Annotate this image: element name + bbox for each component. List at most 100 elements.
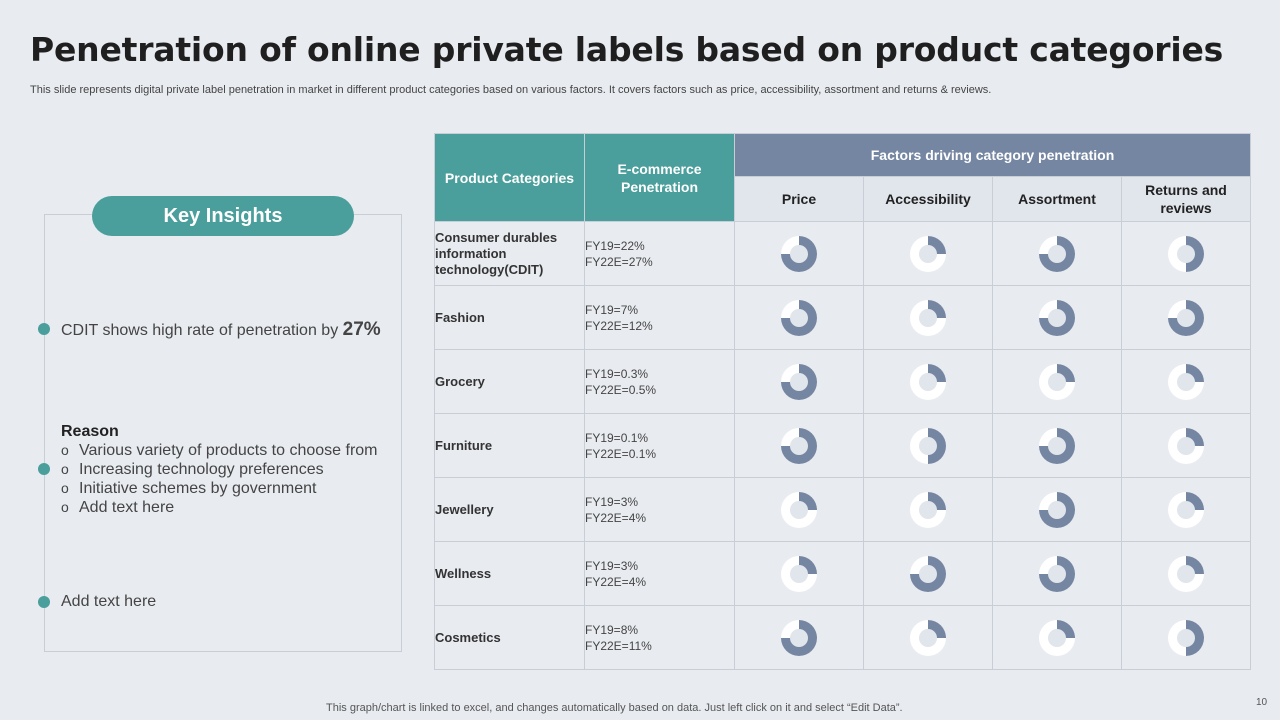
fy19-value: FY19=22% (585, 238, 645, 253)
page-number: 10 (1256, 697, 1268, 708)
penetration-cell: FY19=8% FY22E=11% (584, 605, 735, 670)
category-cell: Wellness (434, 541, 585, 606)
factor-rating-cell (863, 605, 993, 670)
bullet-dot-icon (38, 323, 50, 335)
header-price: Price (734, 176, 864, 222)
reason-item-text: Add text here (79, 499, 175, 516)
harvey-ball-icon (1039, 427, 1075, 464)
harvey-ball-icon (1039, 299, 1075, 336)
table-row: Grocery FY19=0.3% FY22E=0.5% (434, 349, 1251, 414)
fy19-value: FY19=3% (585, 494, 639, 509)
factor-rating-cell (863, 349, 993, 414)
harvey-ball-icon (781, 555, 817, 592)
harvey-ball-icon (1039, 491, 1075, 528)
donut-center (1177, 564, 1195, 583)
footer-note: This graph/chart is linked to excel, and… (326, 702, 903, 714)
harvey-ball-icon (781, 491, 817, 528)
donut-center (1048, 564, 1066, 583)
category-cell: Consumer durables information technology… (434, 221, 585, 286)
reason-item: o Add text here (61, 498, 378, 517)
factor-rating-cell (992, 413, 1122, 478)
penetration-cell: FY19=0.1% FY22E=0.1% (584, 413, 735, 478)
insights-heading: Key Insights (92, 196, 354, 236)
donut-center (919, 628, 937, 647)
header-assortment: Assortment (992, 176, 1122, 222)
factor-rating-cell (992, 477, 1122, 542)
factor-rating-cell (734, 605, 864, 670)
harvey-ball-icon (1168, 299, 1204, 336)
factor-rating-cell (992, 349, 1122, 414)
harvey-ball-icon (1039, 363, 1075, 400)
harvey-ball-icon (1168, 555, 1204, 592)
factor-rating-cell (1121, 413, 1251, 478)
harvey-ball-icon (1168, 235, 1204, 272)
factor-rating-cell (734, 221, 864, 286)
harvey-ball-icon (781, 299, 817, 336)
harvey-ball-icon (781, 363, 817, 400)
category-cell: Furniture (434, 413, 585, 478)
donut-center (790, 308, 808, 327)
harvey-ball-icon (910, 491, 946, 528)
category-cell: Fashion (434, 285, 585, 350)
harvey-ball-icon (910, 235, 946, 272)
insight-point-1-value: 27% (342, 319, 381, 340)
fy19-value: FY19=3% (585, 558, 639, 573)
donut-center (1048, 308, 1066, 327)
donut-center (919, 308, 937, 327)
fy22-value: FY22E=4% (585, 510, 647, 525)
category-cell: Jewellery (434, 477, 585, 542)
penetration-table: Product Categories E-commerce Penetratio… (434, 133, 1251, 670)
harvey-ball-icon (1039, 235, 1075, 272)
donut-center (919, 564, 937, 583)
fy22-value: FY22E=12% (585, 318, 653, 333)
harvey-ball-icon (910, 363, 946, 400)
factor-rating-cell (863, 221, 993, 286)
harvey-ball-icon (781, 427, 817, 464)
factor-rating-cell (1121, 285, 1251, 350)
circle-bullet-icon: o (61, 461, 69, 477)
insight-point-1-text: CDIT shows high rate of penetration by (61, 322, 343, 339)
harvey-ball-icon (781, 235, 817, 272)
harvey-ball-icon (1168, 619, 1204, 656)
table-row: Cosmetics FY19=8% FY22E=11% (434, 605, 1251, 670)
donut-center (1048, 500, 1066, 519)
donut-center (790, 500, 808, 519)
page-subtitle: This slide represents digital private la… (30, 84, 992, 96)
fy19-value: FY19=0.1% (585, 430, 649, 445)
donut-center (790, 244, 808, 263)
table-row: Fashion FY19=7% FY22E=12% (434, 285, 1251, 350)
donut-center (1177, 436, 1195, 455)
factor-rating-cell (992, 541, 1122, 606)
penetration-cell: FY19=7% FY22E=12% (584, 285, 735, 350)
table-row: Furniture FY19=0.1% FY22E=0.1% (434, 413, 1251, 478)
header-ecommerce-penetration: E-commerce Penetration (584, 133, 735, 222)
harvey-ball-icon (910, 555, 946, 592)
factor-rating-cell (863, 541, 993, 606)
donut-center (1048, 436, 1066, 455)
table-row: Consumer durables information technology… (434, 221, 1251, 286)
header-product-categories: Product Categories (434, 133, 585, 222)
donut-center (1177, 628, 1195, 647)
header-factors: Factors driving category penetration (734, 133, 1251, 177)
penetration-cell: FY19=22% FY22E=27% (584, 221, 735, 286)
factor-rating-cell (734, 413, 864, 478)
harvey-ball-icon (910, 299, 946, 336)
fy19-value: FY19=0.3% (585, 366, 649, 381)
factor-rating-cell (1121, 221, 1251, 286)
reason-item-text: Increasing technology preferences (79, 461, 324, 478)
reason-title: Reason (61, 423, 119, 440)
donut-center (1177, 500, 1195, 519)
factor-rating-cell (992, 285, 1122, 350)
donut-center (790, 564, 808, 583)
insight-point-3: Add text here (61, 593, 157, 610)
donut-center (1048, 244, 1066, 263)
factor-rating-cell (1121, 605, 1251, 670)
harvey-ball-icon (910, 619, 946, 656)
penetration-cell: FY19=0.3% FY22E=0.5% (584, 349, 735, 414)
harvey-ball-icon (1168, 427, 1204, 464)
donut-center (1048, 628, 1066, 647)
donut-center (1177, 244, 1195, 263)
page-title: Penetration of online private labels bas… (30, 30, 1224, 69)
donut-center (919, 372, 937, 391)
factor-rating-cell (863, 413, 993, 478)
